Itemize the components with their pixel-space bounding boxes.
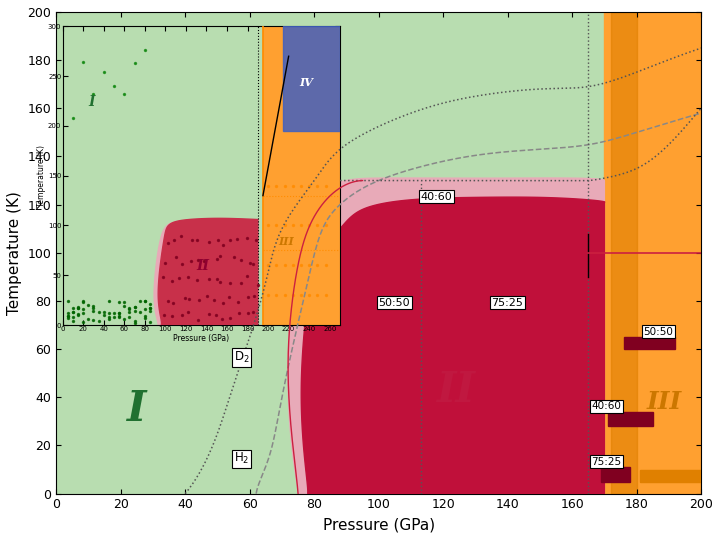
Polygon shape bbox=[604, 12, 701, 494]
Polygon shape bbox=[624, 337, 675, 349]
Y-axis label: Temperature (K): Temperature (K) bbox=[7, 191, 22, 315]
Text: III: III bbox=[647, 390, 682, 414]
Polygon shape bbox=[611, 12, 636, 494]
Polygon shape bbox=[288, 178, 604, 494]
Text: H$_2$: H$_2$ bbox=[233, 451, 249, 466]
Text: 75:25: 75:25 bbox=[492, 298, 523, 308]
Text: 50:50: 50:50 bbox=[379, 298, 410, 308]
Text: 40:60: 40:60 bbox=[420, 192, 452, 202]
X-axis label: Pressure (GPa): Pressure (GPa) bbox=[323, 517, 435, 532]
Text: II: II bbox=[437, 369, 476, 411]
Polygon shape bbox=[640, 469, 701, 482]
Polygon shape bbox=[608, 412, 653, 426]
Text: 75:25: 75:25 bbox=[592, 457, 621, 467]
Text: 50:50: 50:50 bbox=[643, 327, 673, 337]
Polygon shape bbox=[301, 197, 605, 494]
Text: 40:60: 40:60 bbox=[592, 402, 621, 411]
Text: D$_2$: D$_2$ bbox=[233, 350, 249, 365]
Polygon shape bbox=[601, 467, 630, 482]
Text: I: I bbox=[127, 389, 147, 430]
